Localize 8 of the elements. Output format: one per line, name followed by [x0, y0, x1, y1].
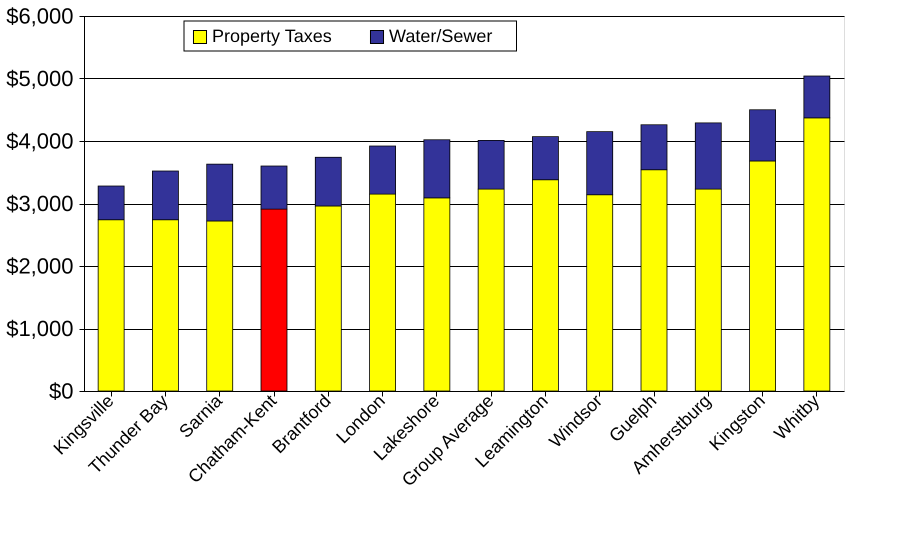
y-tick-label: $3,000	[6, 191, 74, 216]
y-tick-label: $5,000	[6, 66, 74, 91]
legend-label: Water/Sewer	[389, 26, 492, 46]
y-tick-label: $1,000	[6, 316, 74, 341]
legend-label: Property Taxes	[212, 26, 332, 46]
y-tick-label: $2,000	[6, 254, 74, 278]
y-tick-label: $4,000	[6, 128, 74, 154]
y-tick-label: $6,000	[6, 4, 74, 28]
